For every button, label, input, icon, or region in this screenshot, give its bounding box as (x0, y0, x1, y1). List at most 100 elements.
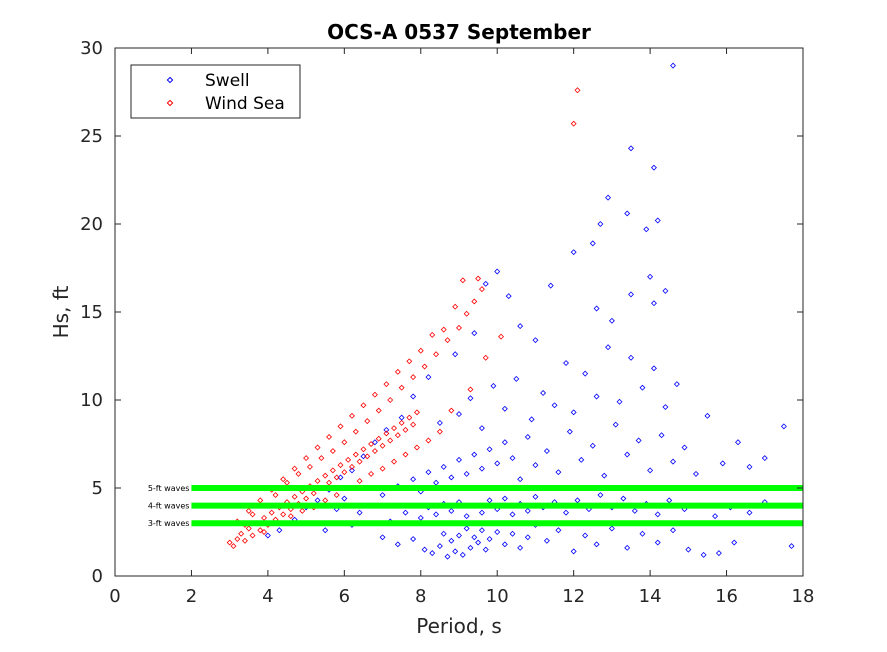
reference-line-label: 4-ft waves (148, 502, 190, 511)
swell-point (601, 472, 608, 479)
swell-point (647, 273, 654, 280)
wind-sea-point (413, 444, 420, 451)
wind-sea-point (306, 463, 313, 470)
wind-sea-point (341, 469, 348, 476)
swell-point (482, 280, 489, 287)
x-tick-label: 4 (262, 586, 273, 607)
swell-point (654, 217, 661, 224)
wind-sea-point (463, 310, 470, 317)
swell-point (647, 467, 654, 474)
swell-point (746, 463, 753, 470)
swell-point (593, 541, 600, 548)
wind-sea-point (429, 331, 436, 338)
y-axis-label: Hs, ft (49, 285, 73, 338)
swell-point (685, 546, 692, 553)
swell-point (513, 375, 520, 382)
swell-point (593, 305, 600, 312)
swell-point (486, 446, 493, 453)
y-tick-label: 20 (80, 214, 103, 235)
wind-sea-point (318, 455, 325, 462)
swell-point (494, 268, 501, 275)
wind-sea-point (352, 451, 359, 458)
swell-point (501, 495, 508, 502)
wind-sea-point (333, 492, 340, 499)
swell-point (628, 354, 634, 361)
swell-point (528, 416, 535, 423)
swell-point (624, 544, 631, 551)
wind-sea-point (238, 530, 245, 537)
swell-point (735, 439, 741, 446)
swell-point (444, 553, 451, 560)
swell-point (616, 398, 623, 405)
swell-point (322, 527, 329, 534)
wind-sea-point (349, 412, 355, 419)
swell-point (452, 548, 459, 555)
x-tick-label: 2 (186, 586, 197, 607)
swell-point (448, 474, 455, 481)
wind-sea-point (241, 537, 248, 544)
swell-point (490, 382, 497, 389)
x-tick-label: 18 (792, 586, 815, 607)
x-tick-label: 14 (639, 586, 662, 607)
swell-point (440, 463, 447, 470)
swell-point (459, 551, 466, 558)
wind-sea-point (440, 326, 447, 333)
legend-wind-sea-marker (166, 99, 174, 107)
wind-sea-point (272, 492, 279, 499)
wind-sea-point (574, 87, 581, 94)
swell-point (371, 439, 378, 446)
wind-sea-point (261, 529, 268, 535)
swell-point (524, 534, 531, 541)
swell-point (612, 421, 619, 428)
wind-sea-point (234, 536, 241, 543)
swell-point (517, 323, 524, 330)
swell-point (654, 539, 661, 546)
swell-point (635, 437, 642, 444)
wind-sea-point (299, 507, 306, 514)
swell-point (624, 210, 631, 217)
swell-point (670, 458, 677, 465)
swell-point (463, 525, 470, 532)
wind-sea-point (448, 407, 455, 414)
wind-sea-point (287, 513, 294, 520)
wind-sea-point (410, 421, 417, 428)
swell-point (471, 451, 478, 458)
swell-point (456, 411, 462, 418)
swell-point (532, 462, 539, 469)
wind-sea-point (379, 442, 386, 449)
wind-sea-point (295, 470, 302, 477)
swell-point (582, 532, 589, 539)
swell-point (478, 527, 485, 534)
swell-point (517, 476, 524, 483)
wind-sea-point (482, 354, 489, 361)
swell-point (505, 293, 512, 300)
swell-point (715, 550, 722, 557)
swell-point (693, 470, 699, 477)
legend-swell-marker (166, 76, 174, 84)
swell-point (639, 530, 646, 537)
wind-sea-point (226, 539, 233, 546)
wind-sea-point (360, 446, 367, 453)
swell-point (501, 541, 508, 548)
swell-point (433, 511, 440, 518)
swell-point (681, 444, 688, 451)
wind-sea-point (375, 435, 382, 442)
y-tick-label: 25 (80, 126, 103, 147)
swell-point (467, 544, 474, 551)
swell-point (440, 530, 447, 537)
wind-sea-point (345, 456, 352, 463)
swell-point (650, 365, 657, 372)
wind-sea-point (391, 425, 397, 432)
swell-point (471, 534, 478, 541)
wind-sea-point (459, 277, 466, 284)
swell-point (540, 389, 547, 396)
reference-line-label: 5-ft waves (148, 484, 190, 493)
swell-point (551, 402, 558, 409)
swell-point (566, 428, 573, 435)
swell-point (524, 433, 531, 440)
wind-sea-point (364, 418, 371, 425)
wind-sea-point (406, 358, 413, 365)
x-tick-label: 8 (415, 586, 426, 607)
swell-point (478, 425, 485, 432)
swell-point (471, 330, 478, 337)
